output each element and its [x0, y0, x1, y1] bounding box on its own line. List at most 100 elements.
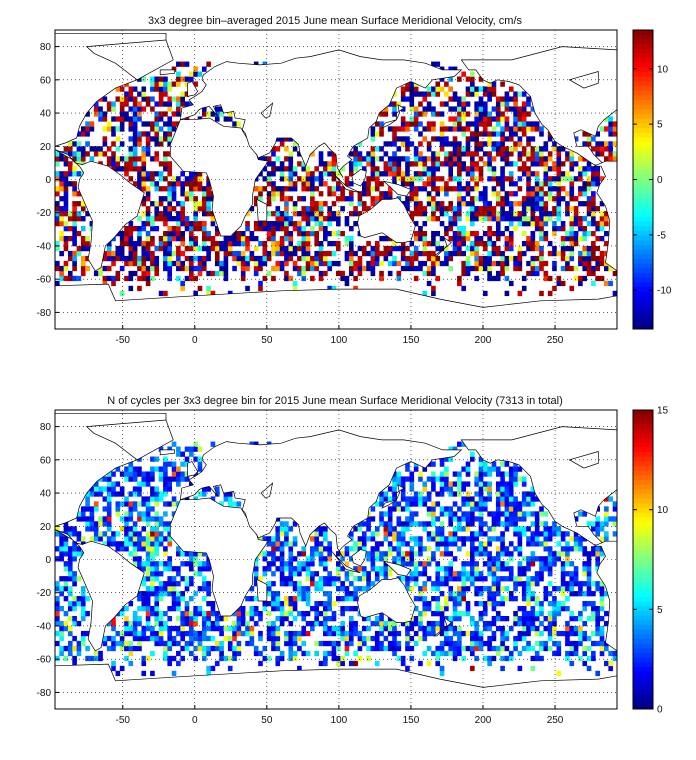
heatmap-cell: [534, 650, 540, 657]
heatmap-cell: [478, 610, 484, 617]
heatmap-cell: [167, 660, 173, 667]
heatmap-cell: [72, 211, 77, 217]
heatmap-cell: [474, 91, 479, 97]
heatmap-cell: [262, 226, 268, 232]
heatmap-cell: [353, 275, 358, 282]
heatmap-cell: [193, 610, 198, 617]
heatmap-cell: [578, 201, 583, 207]
y-tick-label: -80: [37, 688, 52, 699]
heatmap-cell: [210, 635, 216, 642]
heatmap-cell: [465, 101, 471, 107]
heatmap-cell: [439, 245, 445, 252]
heatmap-cell: [400, 126, 406, 132]
heatmap-cell: [132, 531, 138, 537]
heatmap-cell: [145, 556, 151, 562]
heatmap-cell: [193, 456, 198, 462]
heatmap-cell: [154, 511, 160, 517]
heatmap-cell: [435, 240, 441, 247]
heatmap-cell: [106, 255, 112, 262]
heatmap-cell: [595, 566, 600, 572]
heatmap-cell: [482, 466, 488, 472]
heatmap-cell: [102, 531, 108, 537]
heatmap-cell: [491, 156, 497, 162]
heatmap-cell: [534, 121, 540, 127]
heatmap-cell: [171, 606, 177, 612]
heatmap-cell: [214, 255, 220, 262]
heatmap-cell: [210, 216, 216, 222]
colorbar-segment: [633, 531, 653, 537]
heatmap-cell: [452, 96, 458, 102]
heatmap-cell: [336, 571, 341, 577]
heatmap-cell: [245, 226, 250, 232]
heatmap-cell: [132, 561, 138, 567]
heatmap-cell: [137, 501, 142, 507]
heatmap-cell: [353, 265, 358, 272]
heatmap-cell: [262, 536, 268, 542]
heatmap-cell: [288, 156, 294, 162]
heatmap-cell: [189, 255, 194, 262]
heatmap-cell: [534, 531, 540, 537]
heatmap-cell: [284, 521, 289, 527]
heatmap-cell: [448, 176, 454, 182]
heatmap-cell: [193, 66, 198, 72]
heatmap-cell: [517, 166, 523, 172]
heatmap-cell: [495, 601, 501, 607]
heatmap-cell: [340, 230, 345, 237]
heatmap-cell: [495, 650, 501, 657]
heatmap-cell: [370, 506, 376, 512]
heatmap-cell: [457, 101, 462, 107]
colorbar-segment: [633, 424, 653, 430]
heatmap-cell: [387, 521, 393, 527]
heatmap-cell: [465, 471, 471, 477]
heatmap-cell: [444, 541, 449, 547]
heatmap-cell: [457, 576, 462, 582]
heatmap-cell: [539, 201, 544, 207]
heatmap-cell: [431, 240, 436, 247]
heatmap-cell: [599, 586, 605, 592]
heatmap-cell: [452, 230, 458, 237]
heatmap-cell: [158, 620, 164, 627]
heatmap-cell: [465, 576, 471, 582]
heatmap-cell: [193, 176, 198, 182]
heatmap-cell: [422, 481, 428, 487]
heatmap-cell: [495, 501, 501, 507]
heatmap-cell: [578, 191, 583, 197]
heatmap-cell: [547, 581, 553, 587]
heatmap-cell: [543, 566, 549, 572]
heatmap-cell: [405, 576, 410, 582]
heatmap-cell: [310, 551, 315, 557]
heatmap-cell: [396, 506, 402, 512]
heatmap-cell: [374, 635, 380, 642]
heatmap-cell: [63, 275, 69, 282]
heatmap-cell: [301, 211, 307, 217]
heatmap-cell: [180, 591, 185, 597]
heatmap-cell: [253, 650, 259, 657]
heatmap-cell: [67, 250, 73, 257]
heatmap-cell: [508, 576, 514, 582]
heatmap-cell: [521, 491, 527, 497]
heatmap-cell: [301, 625, 307, 632]
heatmap-cell: [275, 645, 281, 652]
heatmap-cell: [526, 181, 531, 187]
y-tick-label: 40: [40, 489, 52, 500]
colorbar-segment: [633, 114, 653, 120]
heatmap-cell: [189, 620, 194, 627]
heatmap-cell: [80, 511, 86, 517]
heatmap-cell: [102, 640, 108, 647]
heatmap-cell: [452, 576, 458, 582]
heatmap-cell: [431, 196, 436, 202]
heatmap-cell: [167, 640, 173, 647]
heatmap-cell: [470, 456, 475, 462]
heatmap-cell: [271, 211, 276, 217]
heatmap-cell: [292, 566, 298, 572]
heatmap-cell: [167, 191, 173, 197]
heatmap-cell: [67, 571, 73, 577]
heatmap-cell: [543, 640, 549, 647]
heatmap-cell: [495, 576, 501, 582]
heatmap-cell: [534, 226, 540, 232]
heatmap-cell: [284, 211, 289, 217]
heatmap-cell: [310, 151, 315, 157]
heatmap-cell: [500, 476, 505, 482]
heatmap-cell: [318, 581, 324, 587]
heatmap-cell: [210, 211, 216, 217]
